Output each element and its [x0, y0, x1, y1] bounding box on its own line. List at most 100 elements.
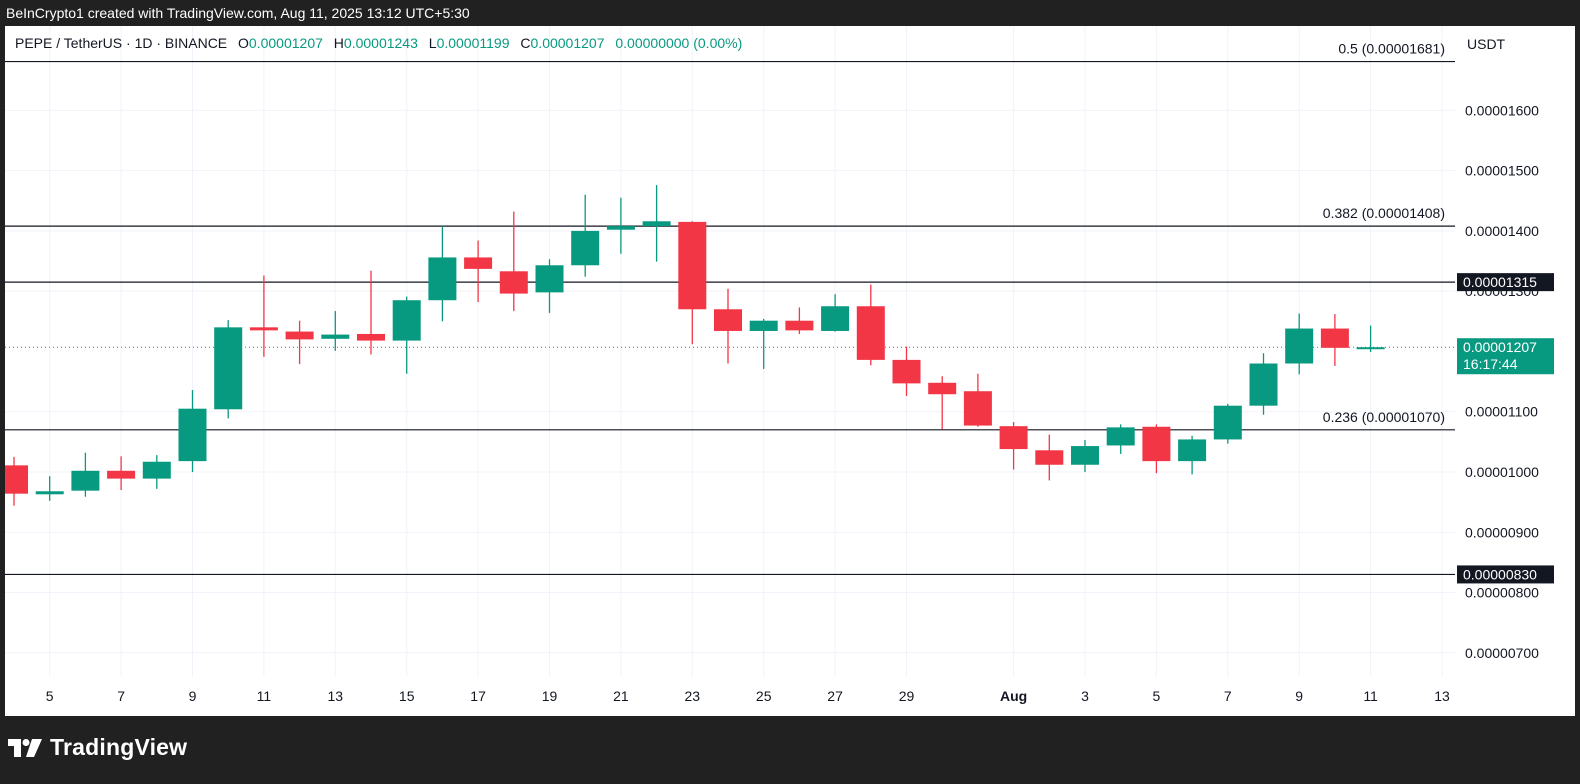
- candle-body-down: [892, 359, 921, 384]
- candle-body-down: [464, 257, 493, 269]
- low-label: L: [428, 35, 437, 51]
- attribution-bar: BeInCrypto1 created with TradingView.com…: [0, 0, 1580, 26]
- x-tick-label: 19: [542, 688, 558, 704]
- price-badge: [1457, 565, 1554, 584]
- x-tick-label: 7: [1224, 688, 1232, 704]
- level-label: 0.5 (0.00001681): [1338, 41, 1445, 57]
- candle-body-up: [535, 265, 564, 293]
- price-badge-label: 0.00000830: [1463, 566, 1537, 582]
- x-tick-label: Aug: [1000, 688, 1027, 704]
- y-tick-label: 0.00001400: [1465, 223, 1539, 239]
- y-tick-label: 0.00000800: [1465, 585, 1539, 601]
- candle-body-down: [249, 327, 278, 331]
- candle-body-up: [571, 230, 600, 266]
- candle-body-up: [1285, 328, 1314, 364]
- candle-body-down: [357, 333, 385, 341]
- x-tick-label: 13: [328, 688, 344, 704]
- close-label: C: [520, 35, 531, 51]
- x-tick-label: 5: [46, 688, 54, 704]
- chart-panel[interactable]: PEPE / TetherUS · 1D · BINANCE O0.000012…: [5, 26, 1575, 716]
- y-tick-label: 0.00000700: [1465, 645, 1539, 661]
- horizontal-lines-layer: 0.5 (0.00001681) 0.382 (0.00001408) 0.236 …: [5, 41, 1455, 576]
- candle-body-down: [1035, 450, 1064, 465]
- last-price-badge: [1457, 338, 1554, 375]
- x-tick-label: 9: [189, 688, 197, 704]
- candle-body-down: [1142, 426, 1171, 462]
- y-tick-label: 0.00001100: [1465, 404, 1538, 420]
- low-value: 0.00001199: [436, 35, 510, 51]
- change-value: 0.00000000 (0.00%): [615, 35, 743, 51]
- candle-body-down: [856, 306, 885, 360]
- x-tick-label: 29: [899, 688, 915, 704]
- brand-name: TradingView: [50, 734, 188, 760]
- tradingview-logo-icon: [8, 738, 42, 757]
- candle-body-up: [606, 226, 635, 230]
- high-label: H: [333, 35, 344, 51]
- candle-body-up: [178, 408, 207, 462]
- candle-body-up: [428, 257, 457, 301]
- x-tick-label: 23: [685, 688, 701, 704]
- candle-body-up: [1071, 446, 1099, 465]
- footer-bar: TradingView: [0, 716, 1580, 784]
- candle-body-up: [392, 300, 421, 341]
- candle-body-up: [35, 491, 64, 495]
- y-tick-label: 0.00001000: [1465, 464, 1539, 480]
- y-tick-label: 0.00001500: [1465, 163, 1539, 179]
- candle-body-up: [1106, 427, 1135, 446]
- candle-body-down: [499, 271, 528, 294]
- candle-body-up: [142, 461, 171, 479]
- symbol-label: PEPE / TetherUS · 1D · BINANCE: [15, 35, 228, 51]
- candle-body-up: [71, 470, 100, 491]
- ohlc-legend: PEPE / TetherUS · 1D · BINANCE O0.000012…: [15, 35, 742, 51]
- x-tick-label: 5: [1153, 688, 1161, 704]
- y-tick-label: 0.00000900: [1465, 524, 1539, 540]
- candle-body-up: [1213, 405, 1242, 440]
- y-tick-label: 0.00001600: [1465, 102, 1539, 118]
- candle-body-up: [821, 306, 850, 331]
- candle-body-down: [785, 320, 814, 331]
- x-tick-label: 27: [827, 688, 843, 704]
- candle-body-down: [678, 221, 707, 310]
- candle-body-down: [928, 382, 957, 395]
- x-tick-label: 3: [1081, 688, 1089, 704]
- open-value: 0.00001207: [248, 35, 323, 51]
- countdown-label: 16:17:44: [1463, 356, 1518, 372]
- x-tick-label: 17: [470, 688, 486, 704]
- price-badge-label: 0.00001315: [1463, 274, 1537, 290]
- x-tick-label: 11: [1363, 688, 1378, 704]
- candle-body-up: [214, 327, 243, 410]
- x-tick-label: 25: [756, 688, 772, 704]
- candle-body-up: [1178, 439, 1207, 462]
- candle-body-down: [963, 391, 992, 426]
- candle-body-down: [107, 470, 136, 479]
- x-tick-label: 21: [613, 688, 629, 704]
- candlestick-chart[interactable]: 0.5 (0.00001681) 0.382 (0.00001408) 0.236 …: [5, 26, 1575, 716]
- candles-layer: [5, 185, 1385, 506]
- candle-body-up: [749, 320, 778, 331]
- level-label: 0.236 (0.00001070): [1323, 409, 1445, 425]
- x-tick-label: 13: [1434, 688, 1450, 704]
- candle-body-up: [321, 334, 350, 339]
- currency-label: USDT: [1467, 36, 1506, 52]
- open-label: O: [238, 35, 249, 51]
- last-price-label: 0.00001207: [1463, 339, 1537, 355]
- tradingview-logo[interactable]: TradingView: [8, 734, 187, 761]
- x-tick-label: 15: [399, 688, 415, 704]
- time-axis: 5 7 9 11 13 15 17 19 21 23 25 27 29 Aug 3 5 7 9 11 13: [46, 688, 1450, 704]
- attribution-text: BeInCrypto1 created with TradingView.com…: [6, 5, 470, 21]
- candle-body-down: [999, 426, 1028, 450]
- candle-body-down: [1320, 328, 1349, 348]
- candle-body-up: [642, 221, 671, 227]
- x-tick-label: 9: [1295, 688, 1303, 704]
- price-badge: [1457, 273, 1554, 292]
- close-value: 0.00001207: [530, 35, 605, 51]
- high-value: 0.00001243: [343, 35, 418, 51]
- x-tick-label: 7: [117, 688, 125, 704]
- candle-body-down: [285, 331, 314, 340]
- candle-body-down: [714, 309, 742, 331]
- level-label: 0.382 (0.00001408): [1323, 205, 1445, 221]
- x-tick-label: 11: [257, 688, 272, 704]
- candle-body-down: [5, 465, 28, 494]
- candle-body-up: [1249, 363, 1278, 406]
